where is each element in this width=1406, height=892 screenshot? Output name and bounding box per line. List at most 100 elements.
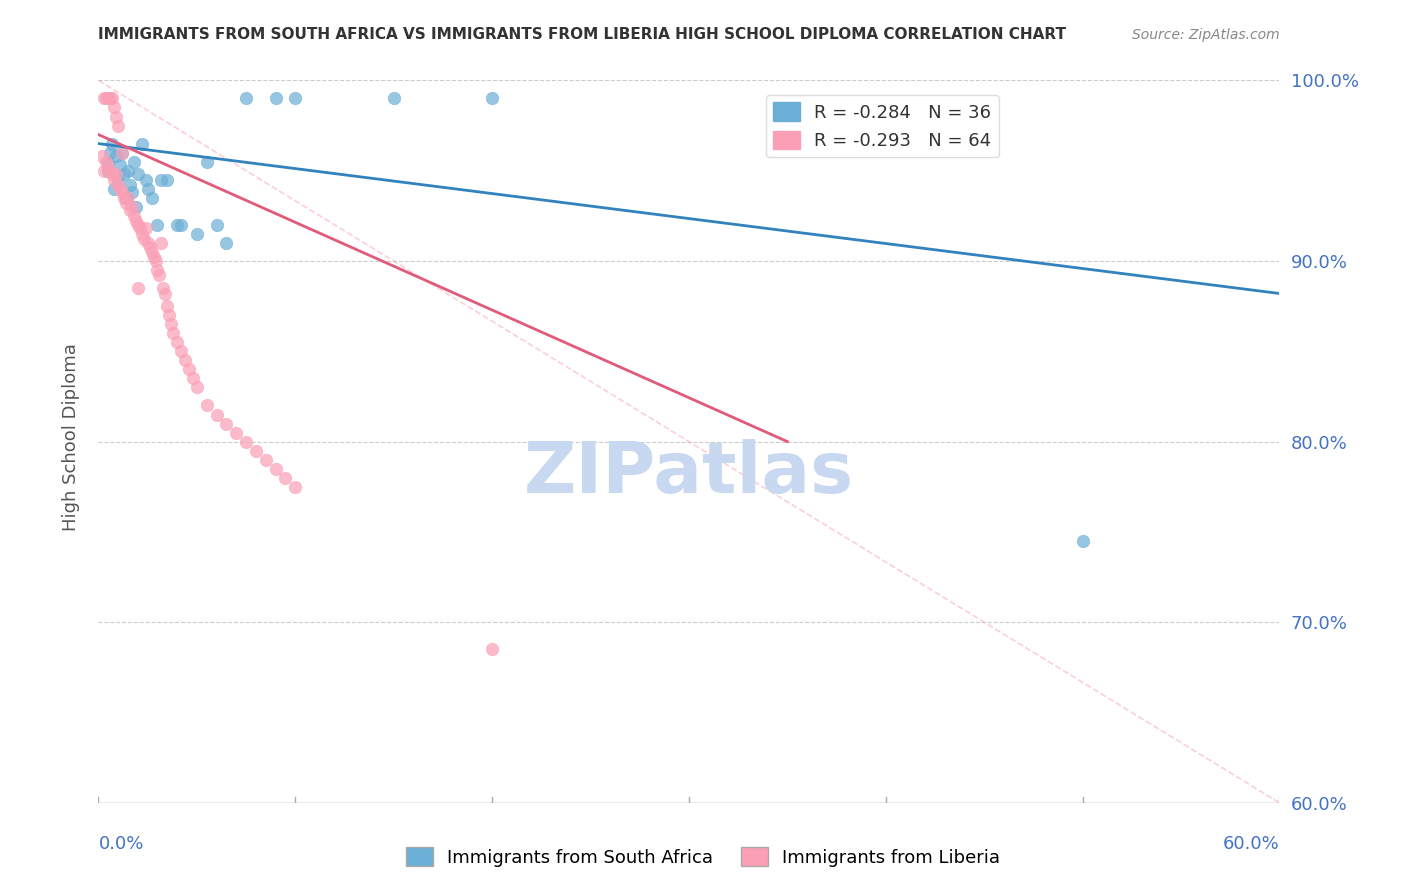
Point: [135, 221, 157, 235]
Point: [160, 317, 183, 331]
Point: [481, 642, 503, 657]
Point: [181, 371, 204, 385]
Point: [103, 182, 125, 196]
Point: [115, 191, 138, 205]
Point: [146, 218, 169, 232]
Point: [108, 158, 131, 172]
Point: [215, 235, 238, 250]
Point: [135, 172, 157, 186]
Point: [105, 110, 128, 124]
Point: [205, 218, 228, 232]
Point: [156, 299, 179, 313]
Point: [93, 91, 115, 105]
Point: [125, 214, 148, 228]
Point: [105, 149, 128, 163]
Point: [141, 244, 163, 259]
Point: [174, 353, 197, 368]
Point: [225, 425, 247, 440]
Point: [235, 91, 257, 105]
Point: [145, 254, 167, 268]
Point: [101, 167, 124, 181]
Text: IMMIGRANTS FROM SOUTH AFRICA VS IMMIGRANTS FROM LIBERIA HIGH SCHOOL DIPLOMA CORR: IMMIGRANTS FROM SOUTH AFRICA VS IMMIGRAN…: [98, 27, 1066, 42]
Text: 60.0%: 60.0%: [1223, 835, 1279, 854]
Point: [118, 178, 141, 193]
Text: ZIPatlas: ZIPatlas: [524, 439, 853, 508]
Point: [111, 145, 134, 160]
Point: [235, 434, 257, 449]
Point: [97, 154, 120, 169]
Point: [101, 136, 124, 151]
Point: [382, 91, 405, 105]
Legend: R = -0.284   N = 36, R = -0.293   N = 64: R = -0.284 N = 36, R = -0.293 N = 64: [766, 95, 998, 157]
Point: [157, 308, 180, 322]
Point: [127, 281, 149, 295]
Point: [131, 136, 153, 151]
Text: Source: ZipAtlas.com: Source: ZipAtlas.com: [1132, 29, 1279, 42]
Point: [170, 218, 193, 232]
Point: [166, 218, 188, 232]
Point: [118, 203, 141, 218]
Point: [131, 227, 153, 241]
Point: [132, 232, 155, 246]
Point: [215, 417, 238, 431]
Point: [156, 172, 179, 186]
Point: [96, 154, 118, 169]
Point: [1071, 533, 1094, 548]
Point: [117, 191, 139, 205]
Point: [121, 186, 143, 200]
Point: [274, 471, 297, 485]
Point: [108, 182, 131, 196]
Point: [136, 182, 159, 196]
Point: [111, 186, 134, 200]
Point: [186, 380, 208, 394]
Point: [121, 200, 143, 214]
Point: [91, 149, 114, 163]
Point: [254, 452, 277, 467]
Point: [97, 160, 120, 174]
Point: [103, 172, 125, 186]
Point: [111, 145, 134, 160]
Point: [245, 443, 267, 458]
Point: [117, 163, 139, 178]
Point: [148, 268, 170, 283]
Point: [97, 163, 120, 178]
Y-axis label: High School Diploma: High School Diploma: [62, 343, 80, 531]
Point: [107, 119, 129, 133]
Point: [166, 335, 188, 350]
Point: [112, 167, 135, 181]
Point: [96, 91, 118, 105]
Point: [195, 154, 218, 169]
Point: [105, 167, 128, 181]
Point: [264, 461, 287, 475]
Point: [142, 251, 165, 265]
Point: [112, 191, 135, 205]
Point: [136, 235, 159, 250]
Point: [125, 200, 148, 214]
Point: [98, 145, 121, 160]
Point: [150, 172, 173, 186]
Point: [150, 235, 173, 250]
Point: [128, 221, 150, 235]
Legend: Immigrants from South Africa, Immigrants from Liberia: Immigrants from South Africa, Immigrants…: [399, 840, 1007, 874]
Point: [264, 91, 287, 105]
Point: [98, 163, 121, 178]
Point: [122, 154, 145, 169]
Point: [98, 91, 121, 105]
Point: [284, 91, 307, 105]
Point: [284, 480, 307, 494]
Point: [146, 263, 169, 277]
Point: [195, 399, 218, 413]
Point: [138, 239, 160, 253]
Point: [205, 408, 228, 422]
Point: [162, 326, 184, 341]
Point: [93, 163, 115, 178]
Point: [97, 91, 120, 105]
Point: [115, 196, 138, 211]
Point: [177, 362, 200, 376]
Point: [155, 286, 177, 301]
Point: [101, 91, 124, 105]
Point: [107, 178, 129, 193]
Point: [127, 167, 149, 181]
Point: [170, 344, 193, 359]
Point: [152, 281, 174, 295]
